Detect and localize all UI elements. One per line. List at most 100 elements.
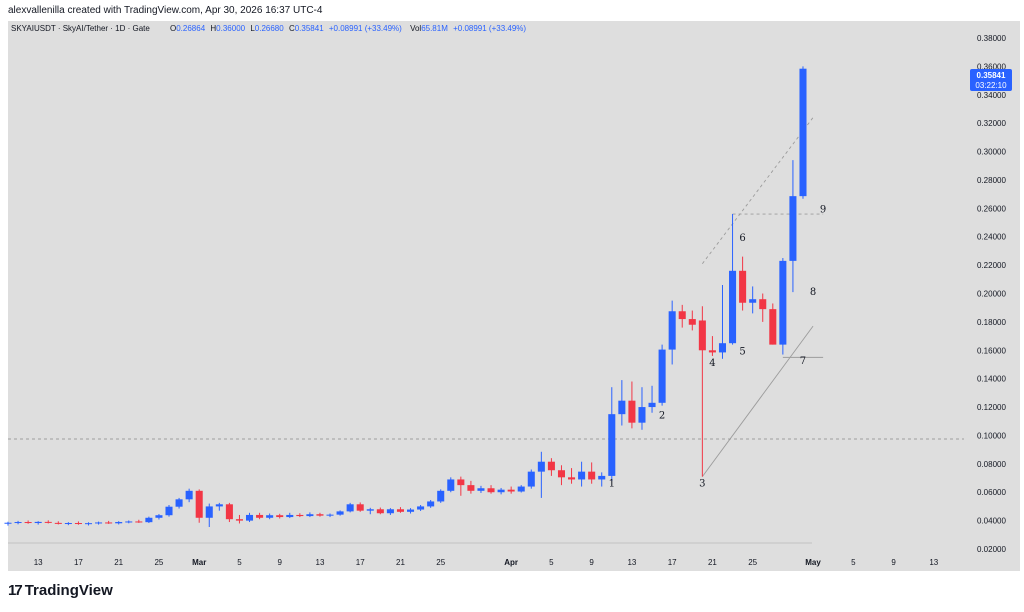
candle-2026-04-28: [779, 258, 787, 355]
candle-body: [648, 402, 656, 408]
wave-label-6: 6: [739, 233, 745, 244]
candle-2026-03-14: [326, 513, 334, 518]
candle-2026-02-18: [84, 522, 93, 526]
candle-body: [739, 270, 747, 303]
candle-body: [175, 499, 183, 507]
candle-2026-02-20: [105, 520, 113, 524]
candle-2026-03-20: [386, 508, 394, 515]
candle-2026-03-09: [276, 513, 284, 519]
candle-2026-04-18: [678, 304, 686, 328]
time-axis[interactable]: 13 17 21 25 Mar 5 9 13 17 21 25 Apr 5 9 13 17 21 25 May 5 9 1…: [8, 542, 939, 567]
candle-body: [517, 486, 525, 492]
legend-high-value: 0.36000: [216, 24, 245, 33]
candle-2026-04-14: [638, 387, 646, 430]
chart-caption: alexvallenilla created with TradingView.…: [8, 5, 323, 16]
candle-body: [668, 311, 676, 350]
candle-2026-04-02: [517, 485, 525, 493]
price-tick-label: 0.34000: [977, 91, 1006, 100]
tradingview-logo[interactable]: 17 TradingView: [8, 582, 113, 599]
candle-2026-03-31: [497, 487, 505, 495]
legend-vol-label: Vol: [410, 24, 421, 33]
price-tick-label: 0.04000: [977, 517, 1006, 526]
candle-body: [588, 471, 596, 480]
candle-body: [316, 514, 324, 516]
candle-body: [729, 270, 737, 344]
candle-2026-03-30: [487, 485, 495, 494]
time-tick-label: 21: [114, 558, 123, 567]
candle-2026-04-25: [749, 286, 757, 314]
price-tag-countdown: 03:22:10: [975, 81, 1007, 90]
candle-body: [346, 504, 354, 512]
candle-body: [688, 319, 696, 325]
candle-body: [256, 514, 264, 518]
candle-body: [527, 471, 535, 487]
time-tick-label: 5: [851, 558, 856, 567]
candle-2026-02-15: [54, 521, 62, 525]
candle-body: [396, 509, 404, 512]
candle-2026-04-12: [618, 380, 626, 426]
candle-body: [54, 522, 62, 524]
candle-2026-04-23: [729, 214, 737, 345]
candle-body: [638, 407, 646, 423]
candle-2026-03-22: [407, 508, 415, 514]
price-tick-label: 0.36000: [977, 62, 1006, 71]
candle-body: [286, 514, 294, 518]
candle-2026-03-26: [447, 477, 455, 493]
candle-2026-04-19: [688, 310, 696, 331]
candle-2026-02-16: [64, 522, 72, 526]
price-tick-label: 0.08000: [977, 460, 1006, 469]
chart-background: [8, 21, 964, 571]
candle-2026-03-18: [366, 507, 374, 515]
candle-2026-04-09: [588, 462, 596, 484]
candle-body: [799, 68, 807, 197]
candle-2026-03-12: [306, 512, 314, 518]
candle-2026-02-21: [115, 521, 123, 525]
candle-2026-03-17: [356, 502, 364, 512]
candle-body: [386, 509, 394, 514]
lower-trendline: [701, 325, 814, 477]
candle-body: [266, 515, 274, 518]
candle-body: [95, 522, 103, 524]
time-tick-label: 21: [708, 558, 717, 567]
wave-labels: 1 2 3 4 5 6 7 8 9: [609, 205, 827, 490]
wave-label-8: 8: [810, 287, 816, 298]
candle-2026-03-29: [477, 485, 485, 493]
candle-body: [115, 522, 123, 524]
candle-body: [185, 490, 193, 500]
wave-label-1: 1: [609, 479, 615, 490]
legend-low-label: L: [250, 24, 255, 33]
last-price-tag: 0.35841 03:22:10: [970, 69, 1012, 91]
candle-2026-03-21: [396, 507, 404, 513]
candle-2026-02-17: [74, 521, 82, 525]
candle-body: [105, 522, 113, 524]
candle-2026-04-21: [708, 336, 716, 356]
price-axis[interactable]: 0.38000 0.36000 0.34000 0.32000 0.30000 0.280…: [977, 34, 1006, 554]
candle-body: [34, 521, 42, 524]
time-tick-label: Mar: [192, 558, 206, 567]
candle-body: [296, 514, 304, 517]
candle-body: [165, 506, 173, 516]
candle-body: [24, 522, 32, 524]
tradingview-logo-text: TradingView: [24, 582, 113, 599]
candle-2026-03-06: [245, 512, 254, 523]
candle-body: [205, 506, 213, 518]
candle-body: [467, 485, 475, 491]
time-tick-label: 13: [627, 558, 636, 567]
candle-2026-04-20: [698, 306, 706, 477]
candle-body: [14, 522, 22, 524]
candle-body: [427, 501, 435, 507]
candle-body: [628, 400, 636, 423]
candle-body: [215, 504, 223, 507]
candle-2026-03-07: [256, 512, 264, 520]
candle-2026-04-15: [648, 385, 656, 413]
candle-body: [708, 350, 716, 353]
candle-body: [507, 489, 515, 492]
legend-low-value: 0.26680: [255, 24, 284, 33]
time-tick-label: 5: [549, 558, 554, 567]
candle-body: [759, 299, 767, 310]
candle-body: [457, 479, 465, 486]
candle-2026-03-28: [467, 480, 475, 494]
time-tick-label: Apr: [504, 558, 518, 567]
candle-2026-04-13: [628, 381, 636, 429]
